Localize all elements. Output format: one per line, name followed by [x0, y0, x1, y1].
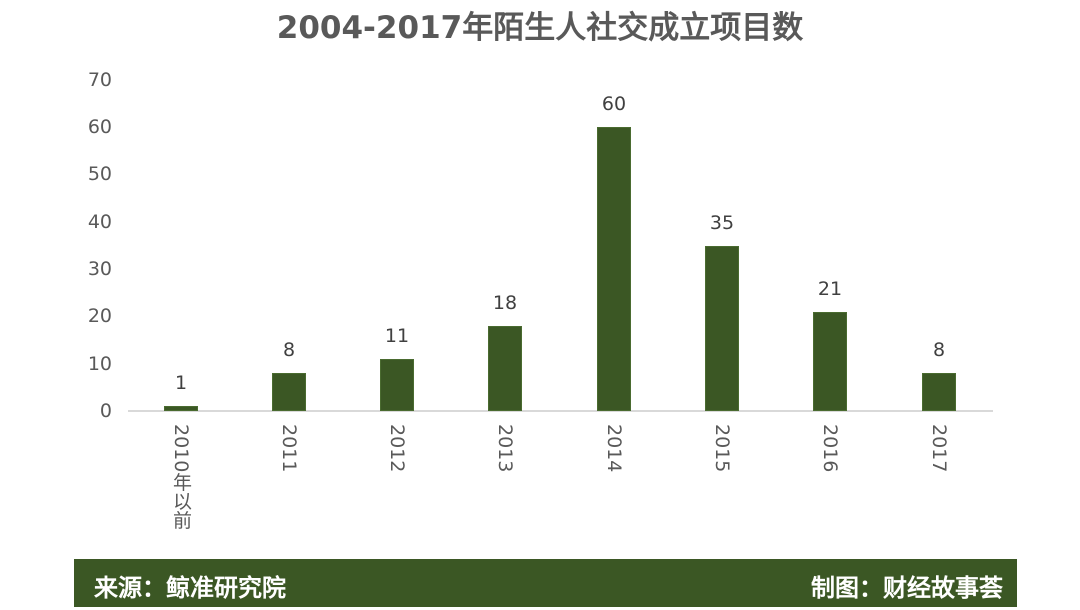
y-tick-label: 60 [87, 116, 112, 138]
bar-value-label: 60 [601, 93, 627, 116]
footer-bar: 来源：鲸准研究院 制图：财经故事荟 [74, 559, 1017, 607]
bar-value-label: 18 [492, 291, 518, 314]
bar [380, 358, 414, 411]
credit-text: 制图：财经故事荟 [811, 573, 1003, 602]
bar [164, 406, 198, 411]
x-tick-label: 2017 [928, 424, 950, 473]
x-tick-label: 2010年以前 [170, 424, 192, 530]
x-tick-label: 2011 [278, 424, 300, 473]
bar [922, 373, 956, 411]
bar [488, 325, 522, 411]
bar-value-label: 8 [932, 339, 946, 362]
y-tick-label: 0 [99, 400, 112, 422]
bar [597, 127, 631, 411]
x-tick-label: 2013 [494, 424, 516, 473]
bar-value-label: 21 [817, 277, 843, 300]
x-axis-line [128, 410, 993, 412]
x-tick-label: 2014 [603, 424, 625, 473]
bar-value-label: 1 [174, 372, 188, 395]
y-tick-label: 40 [87, 211, 112, 233]
chart-title: 2004-2017年陌生人社交成立项目数 [276, 10, 804, 46]
source-text: 来源：鲸准研究院 [94, 573, 286, 602]
x-tick-label: 2015 [711, 424, 733, 473]
y-tick-label: 30 [87, 258, 112, 280]
bar-value-label: 35 [709, 211, 735, 234]
y-tick-label: 10 [87, 353, 112, 375]
bar-value-label: 11 [384, 324, 410, 347]
x-tick-label: 2016 [819, 424, 841, 473]
bar-value-label: 8 [282, 339, 296, 362]
bar [705, 245, 739, 411]
y-tick-label: 70 [87, 69, 112, 91]
y-tick-label: 20 [87, 305, 112, 327]
plot-area: 0 10 20 30 40 50 60 70 1 2010年以前 8 2011 11 20… [87, 69, 993, 530]
bar [272, 373, 306, 411]
x-tick-label: 2012 [386, 424, 408, 473]
y-tick-label: 50 [87, 163, 112, 185]
bar [813, 311, 847, 411]
